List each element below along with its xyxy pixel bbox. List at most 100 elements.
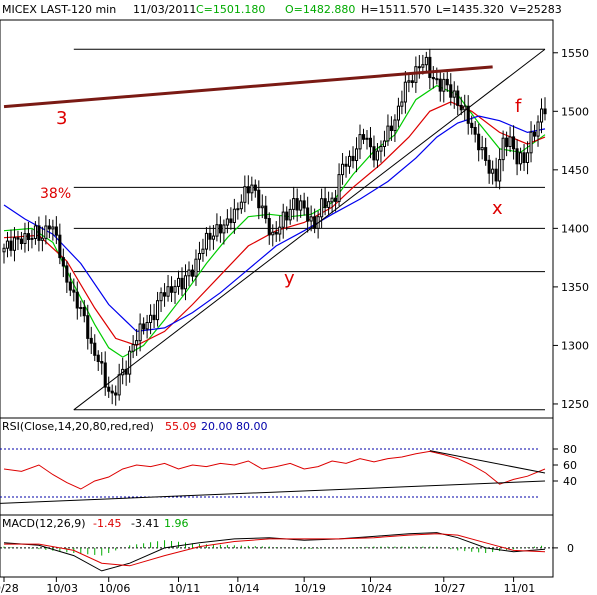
date-tick-label: 10/19 — [294, 582, 326, 595]
candle-body — [505, 137, 509, 148]
candle-body — [428, 56, 432, 79]
candle-body — [197, 253, 201, 260]
rsi-panel: 80 60 40 — [0, 443, 577, 504]
candle-body — [82, 307, 86, 317]
candle-body — [159, 292, 163, 302]
candle-body — [327, 201, 331, 208]
candle-body — [491, 168, 495, 174]
candle-body — [103, 362, 107, 388]
candle-body — [508, 136, 512, 147]
candle-body — [2, 247, 6, 253]
date-tick-label: 11/01 — [504, 582, 536, 595]
macd-panel: 0 — [0, 532, 574, 572]
candle-body — [410, 80, 414, 84]
price-panel-frame — [0, 19, 554, 419]
candle-body — [58, 234, 62, 259]
candle-body — [89, 337, 93, 344]
candle-body — [267, 218, 271, 236]
candle-body — [166, 286, 170, 297]
candle-body — [211, 235, 215, 240]
candle-body — [400, 101, 404, 107]
ma-line-3 — [3, 115, 546, 333]
date-tick-label: 9/28 — [0, 582, 19, 595]
candle-body — [382, 140, 386, 147]
price-tick-label: 1550 — [561, 47, 589, 60]
candle-body — [218, 224, 222, 234]
candle-body — [379, 146, 383, 152]
candle-body — [473, 127, 477, 135]
date-tick-label: 10/27 — [434, 582, 466, 595]
candle-body — [180, 277, 184, 290]
candle-body — [131, 344, 135, 352]
rsi-line — [3, 450, 546, 490]
candle-body — [239, 201, 243, 210]
candle-body — [421, 64, 425, 68]
candle-body — [540, 108, 544, 123]
candle-body — [522, 152, 526, 164]
candle-body — [334, 197, 338, 202]
candle-body — [170, 286, 174, 293]
header-volume: V=25283 — [510, 3, 562, 16]
candles — [2, 48, 547, 406]
header-high: H=1511.570 — [361, 3, 431, 16]
trendlines — [3, 48, 546, 411]
rsi-tick-label: 40 — [563, 475, 577, 488]
annotation-fib-38: 38% — [40, 186, 71, 202]
date-tick-label: 10/06 — [99, 582, 131, 595]
candle-body — [536, 121, 540, 137]
candle-body — [470, 122, 474, 129]
candle-body — [26, 233, 30, 241]
candle-body — [344, 163, 348, 167]
candle-body — [271, 231, 275, 236]
candle-body — [110, 390, 114, 394]
candle-body — [183, 275, 187, 290]
candle-body — [260, 205, 264, 209]
candle-body — [330, 197, 334, 203]
candle-body — [288, 208, 292, 221]
macd-signal-value: -3.41 — [131, 517, 159, 530]
candle-body — [403, 81, 407, 103]
candle-body — [309, 216, 313, 222]
candle-body — [225, 218, 229, 226]
rsi-label: RSI(Close,14,20,80,red,red) — [2, 420, 154, 433]
rsi-tick-label: 80 — [563, 443, 577, 456]
candle-body — [54, 226, 58, 236]
candle-body — [204, 232, 208, 250]
candle-body — [278, 226, 282, 235]
rsi-trendline-up — [0, 480, 546, 504]
candle-body — [128, 350, 132, 375]
candle-body — [302, 200, 306, 209]
candle-body — [173, 285, 177, 293]
candle-body — [19, 238, 23, 245]
candle-body — [177, 277, 181, 287]
candle-body — [295, 198, 299, 211]
candle-body — [445, 78, 449, 86]
candle-body — [33, 225, 38, 239]
candle-body — [512, 136, 516, 150]
macd-tick-label: 0 — [567, 542, 574, 555]
candle-body — [281, 211, 285, 228]
candle-body — [107, 386, 111, 392]
trendline-support — [73, 48, 546, 411]
candle-body — [253, 184, 257, 191]
candle-body — [438, 78, 442, 92]
rsi-tick-label: 60 — [563, 459, 577, 472]
candle-body — [341, 163, 345, 176]
candle-body — [337, 174, 341, 202]
candle-body — [543, 108, 547, 115]
candle-body — [365, 137, 369, 140]
candle-body — [232, 208, 236, 223]
candle-body — [466, 105, 470, 124]
candle-body — [61, 257, 65, 267]
candle-body — [194, 258, 198, 277]
candle-body — [187, 269, 191, 277]
date-tick-label: 10/14 — [228, 582, 260, 595]
macd-label: MACD(12,26,9) — [2, 517, 86, 530]
candle-body — [5, 240, 9, 249]
price-tick-label: 1300 — [561, 339, 589, 352]
candle-body — [86, 315, 90, 339]
candle-body — [163, 292, 167, 297]
candle-body — [40, 237, 44, 241]
candle-body — [96, 354, 100, 363]
